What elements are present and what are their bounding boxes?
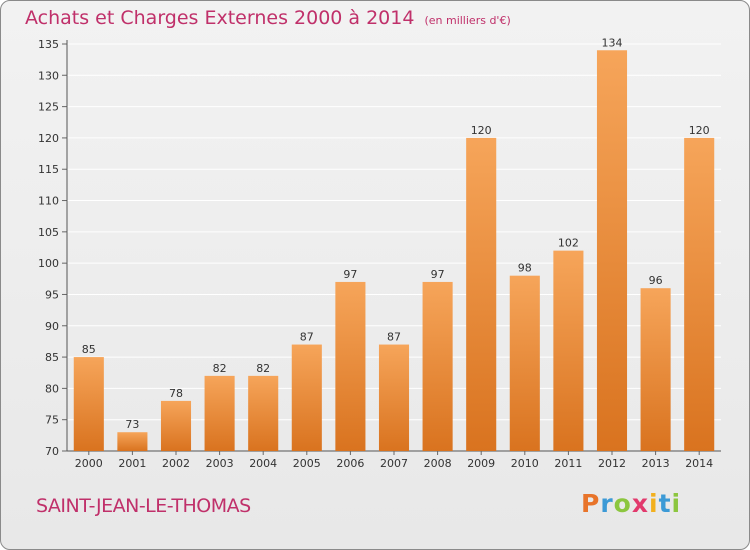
data-label: 120: [471, 124, 492, 137]
commune-name: SAINT-JEAN-LE-THOMAS: [36, 495, 251, 517]
bar-2009: [466, 137, 497, 451]
y-tick-label: 130: [38, 69, 59, 82]
bar-2005: [291, 344, 322, 451]
x-tick-label: 2011: [554, 457, 582, 470]
y-tick-label: 80: [45, 382, 59, 395]
proxiti-logo: Proxiti: [581, 489, 681, 518]
bar-2013: [640, 288, 671, 451]
y-tick-label: 70: [45, 445, 59, 458]
logo-letter: x: [631, 489, 649, 518]
bar-2010: [509, 275, 540, 451]
data-label: 85: [82, 343, 96, 356]
data-label: 97: [431, 268, 445, 281]
y-tick-label: 90: [45, 320, 59, 333]
data-label: 102: [558, 237, 579, 250]
x-tick-label: 2008: [424, 457, 452, 470]
bar-2007: [378, 344, 410, 451]
bar-2011: [553, 250, 584, 451]
data-label: 87: [387, 331, 401, 344]
data-label: 82: [213, 362, 227, 375]
data-label: 96: [649, 274, 663, 287]
x-tick-label: 2009: [467, 457, 495, 470]
data-label: 98: [518, 262, 532, 275]
data-label: 97: [343, 268, 357, 281]
x-tick-label: 2014: [685, 457, 713, 470]
x-tick-label: 2005: [293, 457, 321, 470]
bar-2002: [160, 400, 192, 451]
bar-2012: [596, 50, 628, 452]
y-tick-label: 115: [38, 163, 59, 176]
y-tick-label: 75: [45, 414, 59, 427]
data-label: 134: [602, 36, 623, 49]
x-tick-label: 2013: [642, 457, 670, 470]
y-tick-label: 85: [45, 351, 59, 364]
y-tick-label: 120: [38, 132, 59, 145]
x-tick-label: 2004: [249, 457, 277, 470]
bar-2000: [73, 357, 104, 451]
x-tick-label: 2002: [162, 457, 190, 470]
y-tick-labels: 70 75 80 85 90 95 100 105 110 115 120 125 130 135: [38, 38, 59, 458]
data-label: 120: [689, 124, 710, 137]
logo-letter: t: [658, 489, 672, 518]
logo-letter: i: [649, 489, 659, 518]
y-tick-label: 95: [45, 288, 59, 301]
logo-letter: r: [600, 489, 614, 518]
y-tick-label: 125: [38, 101, 59, 114]
chart-title-text: Achats et Charges Externes 2000 à 2014: [25, 7, 415, 29]
y-tick-label: 135: [38, 38, 59, 51]
bar-2004: [248, 375, 279, 451]
data-labels: 85 73 78 82 82 87 97 87 97 120 98 102 134 96 120: [82, 36, 710, 431]
x-tick-label: 2010: [511, 457, 539, 470]
x-tick-label: 2007: [380, 457, 408, 470]
data-label: 82: [256, 362, 270, 375]
bar-2001: [117, 432, 148, 451]
x-tick-label: 2012: [598, 457, 626, 470]
chart-subtitle: (en milliers d'€): [424, 14, 511, 27]
bar-2003: [204, 375, 235, 451]
bar-2008: [422, 281, 453, 451]
y-tick-label: 105: [38, 226, 59, 239]
logo-letter: o: [613, 489, 632, 518]
bars: [73, 50, 715, 452]
chart-title: Achats et Charges Externes 2000 à 2014 (e…: [25, 7, 511, 29]
data-label: 78: [169, 387, 183, 400]
x-tick-label: 2003: [206, 457, 234, 470]
logo-letter: P: [581, 489, 601, 518]
x-tick-label: 2006: [336, 457, 364, 470]
data-label: 73: [125, 418, 139, 431]
x-tick-label: 2000: [75, 457, 103, 470]
data-label: 87: [300, 331, 314, 344]
x-tick-labels: 2000 2001 2002 2003 2004 2005 2006 2007 2008 2009…: [75, 451, 713, 470]
bar-2006: [335, 281, 366, 451]
bar-2014: [684, 137, 715, 451]
y-tick-label: 100: [38, 257, 59, 270]
x-tick-label: 2001: [118, 457, 146, 470]
logo-letter: i: [671, 489, 682, 518]
y-tick-label: 110: [38, 195, 59, 208]
